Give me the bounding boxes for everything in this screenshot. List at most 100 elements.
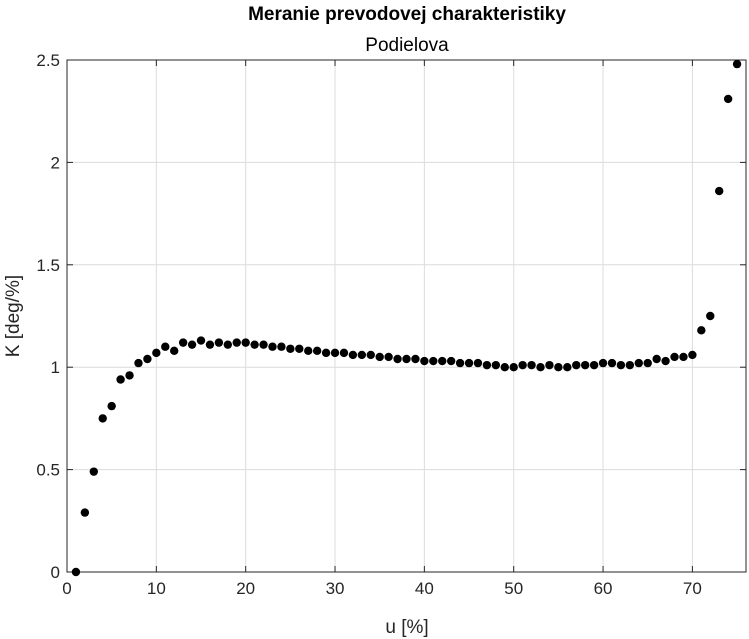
data-point bbox=[473, 358, 483, 368]
data-point bbox=[384, 352, 393, 362]
y-tick-label: 2.5 bbox=[36, 51, 60, 70]
data-point bbox=[723, 94, 733, 104]
data-point bbox=[259, 340, 268, 349]
data-point bbox=[143, 354, 152, 364]
data-point bbox=[598, 358, 608, 368]
data-point bbox=[411, 354, 420, 364]
x-tick-label: 60 bbox=[594, 579, 613, 598]
data-point bbox=[134, 358, 143, 368]
x-tick-label: 30 bbox=[326, 579, 345, 598]
x-tick-labels: 0 10 20 30 40 50 60 70 bbox=[62, 579, 702, 598]
data-point bbox=[98, 414, 107, 423]
data-points bbox=[71, 59, 742, 577]
data-point bbox=[652, 354, 661, 364]
data-point bbox=[438, 356, 447, 366]
y-tick-label: 2 bbox=[51, 153, 60, 172]
data-point bbox=[634, 358, 643, 368]
data-point bbox=[455, 358, 465, 368]
data-point bbox=[187, 340, 197, 349]
data-point bbox=[732, 59, 742, 69]
data-point bbox=[339, 348, 349, 358]
data-point bbox=[697, 326, 706, 335]
data-point bbox=[277, 342, 286, 351]
data-point bbox=[170, 346, 179, 356]
data-point bbox=[679, 352, 688, 362]
data-point bbox=[491, 360, 501, 370]
data-point bbox=[625, 360, 635, 370]
data-point bbox=[500, 363, 509, 372]
data-point bbox=[509, 363, 518, 372]
data-point bbox=[518, 360, 527, 370]
data-point bbox=[80, 508, 90, 517]
axes bbox=[66, 59, 747, 573]
y-tick-label: 0 bbox=[51, 563, 60, 582]
data-point bbox=[295, 344, 304, 353]
data-point bbox=[321, 348, 331, 358]
data-point bbox=[545, 360, 554, 370]
data-point bbox=[572, 360, 581, 370]
x-tick-label: 50 bbox=[504, 579, 523, 598]
data-point bbox=[161, 342, 170, 351]
data-point bbox=[420, 356, 429, 366]
x-tick-label: 0 bbox=[62, 579, 71, 598]
x-axis-label: u [%] bbox=[385, 617, 428, 638]
data-point bbox=[152, 348, 161, 358]
data-point bbox=[268, 342, 277, 351]
data-point bbox=[330, 348, 340, 358]
data-point bbox=[393, 354, 402, 364]
data-point bbox=[241, 338, 250, 347]
data-point bbox=[107, 401, 116, 411]
chart-subtitle: Podielova bbox=[365, 35, 449, 56]
data-point bbox=[89, 467, 99, 476]
x-tick-label: 10 bbox=[147, 579, 166, 598]
data-point bbox=[670, 352, 679, 362]
data-point bbox=[563, 363, 572, 372]
data-point bbox=[348, 350, 358, 360]
y-axis-label: K [deg/%] bbox=[3, 275, 24, 357]
data-point bbox=[589, 360, 599, 370]
data-point bbox=[250, 340, 259, 349]
data-point bbox=[607, 358, 617, 368]
y-tick-label: 1 bbox=[51, 358, 60, 377]
data-point bbox=[357, 350, 367, 360]
data-point bbox=[429, 356, 438, 366]
data-point bbox=[304, 346, 313, 356]
data-point bbox=[116, 375, 125, 384]
data-point bbox=[536, 363, 545, 372]
data-point bbox=[286, 344, 295, 353]
data-point bbox=[402, 354, 411, 364]
y-tick-label: 1.5 bbox=[36, 256, 60, 275]
data-point bbox=[661, 356, 670, 366]
x-tick-label: 40 bbox=[415, 579, 434, 598]
data-point bbox=[643, 358, 652, 368]
data-point bbox=[375, 352, 384, 362]
x-tick-label: 70 bbox=[683, 579, 702, 598]
data-point bbox=[232, 338, 241, 347]
data-point bbox=[214, 338, 224, 347]
data-point bbox=[196, 336, 206, 345]
data-point bbox=[312, 346, 322, 356]
data-point bbox=[580, 360, 590, 370]
data-point bbox=[446, 356, 456, 366]
data-point bbox=[125, 371, 134, 380]
data-point bbox=[554, 363, 563, 372]
chart-title: Meranie prevodovej charakteristiky bbox=[248, 4, 566, 25]
data-point bbox=[482, 360, 492, 370]
data-point bbox=[706, 311, 715, 321]
data-point bbox=[366, 350, 375, 360]
data-point bbox=[178, 338, 188, 347]
data-point bbox=[205, 340, 215, 349]
x-tick-label: 20 bbox=[236, 579, 255, 598]
data-point bbox=[714, 186, 724, 196]
data-point bbox=[616, 360, 626, 370]
data-point bbox=[223, 340, 233, 349]
plot-frame bbox=[66, 59, 747, 573]
y-tick-labels: 0 0.5 1 1.5 2 2.5 bbox=[36, 51, 60, 582]
data-point bbox=[527, 360, 536, 370]
y-tick-label: 0.5 bbox=[36, 461, 60, 480]
data-point bbox=[71, 567, 81, 577]
data-point bbox=[688, 350, 697, 360]
data-point bbox=[464, 358, 474, 368]
